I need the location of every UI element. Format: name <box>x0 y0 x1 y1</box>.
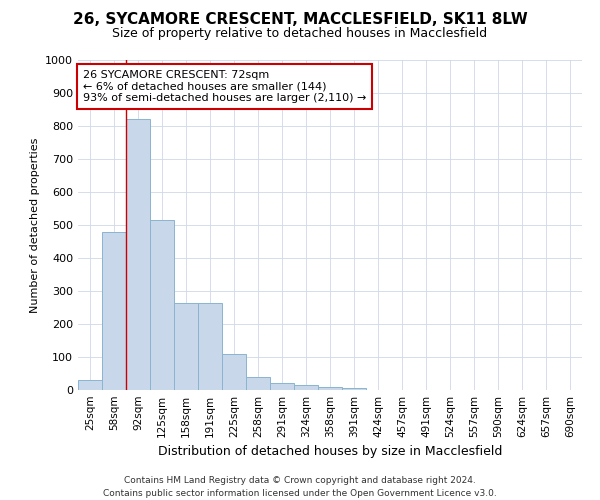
Bar <box>126 120 150 390</box>
Text: 26, SYCAMORE CRESCENT, MACCLESFIELD, SK11 8LW: 26, SYCAMORE CRESCENT, MACCLESFIELD, SK1… <box>73 12 527 28</box>
Text: Contains HM Land Registry data © Crown copyright and database right 2024.
Contai: Contains HM Land Registry data © Crown c… <box>103 476 497 498</box>
Bar <box>318 388 342 390</box>
X-axis label: Distribution of detached houses by size in Macclesfield: Distribution of detached houses by size … <box>158 446 502 458</box>
Y-axis label: Number of detached properties: Number of detached properties <box>29 138 40 312</box>
Text: 26 SYCAMORE CRESCENT: 72sqm
← 6% of detached houses are smaller (144)
93% of sem: 26 SYCAMORE CRESCENT: 72sqm ← 6% of deta… <box>83 70 367 103</box>
Bar <box>294 385 318 390</box>
Bar <box>78 380 102 390</box>
Bar <box>150 220 174 390</box>
Bar <box>198 302 222 390</box>
Bar <box>342 388 366 390</box>
Bar <box>270 384 294 390</box>
Bar <box>102 232 126 390</box>
Bar <box>174 302 198 390</box>
Text: Size of property relative to detached houses in Macclesfield: Size of property relative to detached ho… <box>112 28 488 40</box>
Bar <box>246 377 270 390</box>
Bar <box>222 354 246 390</box>
